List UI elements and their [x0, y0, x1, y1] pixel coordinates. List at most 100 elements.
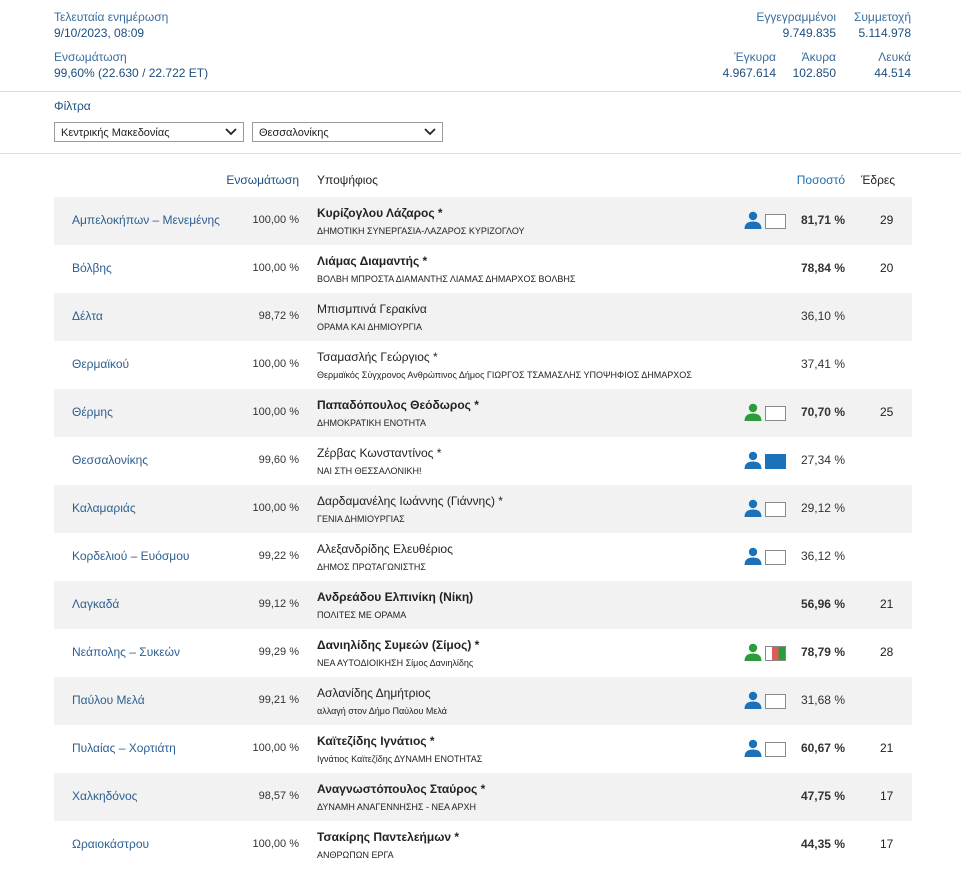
divider	[0, 91, 961, 92]
turnout-value: 5.114.978	[858, 26, 912, 40]
person-body	[744, 557, 762, 565]
party: αλλαγή στον Δήμο Παύλου Μελά	[317, 706, 447, 716]
col-share: Ποσοστό	[796, 173, 845, 187]
table-row: Θερμαϊκού 100,00 % Τσαμασλής Γεώργιος * Θερ…	[54, 341, 912, 389]
seats: 20	[880, 261, 894, 275]
integration: 99,21 %	[258, 694, 299, 706]
party: ΔΗΜΟΚΡΑΤΙΚΗ ΕΝΟΤΗΤΑ	[317, 418, 427, 428]
municipality[interactable]: Πυλαίας – Χορτιάτη	[72, 741, 176, 755]
person-body	[744, 413, 762, 421]
badge	[765, 214, 786, 229]
registered-value: 9.749.835	[782, 26, 836, 40]
flag-green	[778, 647, 785, 660]
badge	[765, 550, 786, 565]
registered-label: Εγγεγραμμένοι	[756, 10, 836, 24]
integration: 99,22 %	[258, 550, 299, 562]
badge	[765, 694, 786, 709]
municipality[interactable]: Νεάπολης – Συκεών	[72, 645, 181, 659]
integration: 99,12 %	[258, 598, 299, 610]
party: ΑΝΘΡΩΠΩΝ ΕΡΓΑ	[317, 850, 394, 860]
person-body	[744, 461, 762, 469]
municipality[interactable]: Χαλκηδόνος	[72, 789, 138, 803]
badge	[765, 454, 786, 469]
integration: 100,00 %	[252, 358, 299, 370]
party: Ιγνάτιος Καϊτεζίδης ΔΥΝΑΜΗ ΕΝΟΤΗΤΑΣ	[317, 754, 483, 764]
blank-value: 44.514	[874, 66, 911, 80]
municipality[interactable]: Θερμαϊκού	[72, 357, 130, 371]
seats: 17	[880, 789, 894, 803]
invalid-value: 102.850	[792, 66, 836, 80]
seats: 25	[880, 405, 894, 419]
party: ΓΕΝΙΑ ΔΗΜΙΟΥΡΓΙΑΣ	[317, 514, 405, 524]
updated-label: Τελευταία ενημέρωση	[54, 10, 169, 24]
municipality[interactable]: Βόλβης	[72, 261, 112, 275]
share: 70,70 %	[800, 405, 845, 419]
table-row: Πυλαίας – Χορτιάτη 100,00 % Καϊτεζίδης Ιγν…	[54, 725, 912, 773]
party: ΒΟΛΒΗ ΜΠΡΟΣΤΑ ΔΙΑΜΑΝΤΗΣ ΛΙΑΜΑΣ ΔΗΜΑΡΧΟΣ …	[317, 274, 576, 284]
status-icons	[744, 691, 786, 709]
status-icons	[744, 499, 786, 517]
status-icons	[744, 211, 786, 229]
badge	[765, 502, 786, 517]
region-select[interactable]: Κεντρικής Μακεδονίας	[54, 122, 244, 142]
share: 29,12 %	[800, 501, 845, 515]
person-head	[748, 547, 758, 557]
table-row: Νεάπολης – Συκεών 99,29 % Δανιηλίδης Συμεώ…	[54, 629, 912, 677]
share: 78,79 %	[800, 645, 845, 659]
municipality[interactable]: Λαγκαδά	[72, 597, 120, 611]
candidate: Δαρδαμανέλης Ιωάννης (Γιάννης) *	[317, 494, 503, 508]
valid-value: 4.967.614	[722, 66, 776, 80]
chevron	[424, 128, 436, 136]
table-row: Αμπελοκήπων – Μενεμένης 100,00 % Κυρίζογλο…	[54, 197, 912, 245]
candidate: Καϊτεζίδης Ιγνάτιος *	[317, 734, 435, 748]
person-head	[748, 499, 758, 509]
municipality[interactable]: Κορδελιού – Ευόσμου	[72, 549, 190, 563]
table-row: Χαλκηδόνος 98,57 % Αναγνωστόπουλος Σταύρος…	[54, 773, 912, 821]
integration: 100,00 %	[252, 502, 299, 514]
municipality[interactable]: Παύλου Μελά	[72, 693, 145, 707]
status-icons	[744, 547, 786, 565]
integration: 99,60 %	[258, 454, 299, 466]
party: ΝΕΑ ΑΥΤΟΔΙΟΙΚΗΣΗ Σίμος Δανιηλίδης	[317, 658, 474, 668]
person-head	[748, 403, 758, 413]
share: 78,84 %	[800, 261, 845, 275]
integration: 100,00 %	[252, 838, 299, 850]
share: 36,10 %	[800, 309, 845, 323]
party: ΔΥΝΑΜΗ ΑΝΑΓΕΝΝΗΣΗΣ - ΝΕΑ ΑΡΧΗ	[317, 802, 476, 812]
integration-value: 99,60% (22.630 / 22.722 ΕΤ)	[54, 66, 209, 80]
seats: 28	[880, 645, 894, 659]
party: ΝΑΙ ΣΤΗ ΘΕΣΣΑΛΟΝΙΚΗ!	[317, 466, 422, 476]
filters-title: Φίλτρα	[54, 99, 91, 113]
person-body	[744, 509, 762, 517]
share: 81,71 %	[800, 213, 845, 227]
municipality[interactable]: Θεσσαλονίκης	[72, 453, 149, 467]
integration: 99,29 %	[258, 646, 299, 658]
col-seats: Έδρες	[861, 173, 896, 187]
valid-label: Έγκυρα	[734, 50, 776, 64]
municipality[interactable]: Δέλτα	[72, 309, 103, 323]
status-icons	[744, 643, 786, 661]
party: ΔΗΜΟΣ ΠΡΩΤΑΓΩΝΙΣΤΗΣ	[317, 562, 426, 572]
unit-select[interactable]: Θεσσαλονίκης	[252, 122, 443, 142]
table-row: Δέλτα 98,72 % Μπισμπινά Γερακίνα ΟΡΑΜΑ ΚΑΙ …	[54, 293, 912, 341]
table-row: Λαγκαδά 99,12 % Ανδρεάδου Ελπινίκη (Νίκη) Π…	[54, 581, 912, 629]
table-row: Κορδελιού – Ευόσμου 99,22 % Αλεξανδρίδης Ε…	[54, 533, 912, 581]
person-head	[748, 211, 758, 221]
col-integration: Ενσωμάτωση	[226, 173, 299, 187]
party: Θερμαϊκός Σύγχρονος Ανθρώπινος Δήμος ΓΙΩ…	[317, 370, 692, 380]
candidate: Ασλανίδης Δημήτριος	[317, 686, 431, 700]
municipality[interactable]: Αμπελοκήπων – Μενεμένης	[72, 213, 220, 227]
candidate: Τσακίρης Παντελεήμων *	[317, 830, 460, 844]
person-head	[748, 643, 758, 653]
blank-label: Λευκά	[878, 50, 911, 64]
table-row: Θέρμης 100,00 % Παπαδόπουλος Θεόδωρος * ΔΗΜ…	[54, 389, 912, 437]
integration-label: Ενσωμάτωση	[54, 50, 127, 64]
candidate: Λιάμας Διαμαντής *	[317, 254, 428, 268]
municipality[interactable]: Θέρμης	[72, 405, 113, 419]
person-body	[744, 749, 762, 757]
municipality[interactable]: Καλαμαριάς	[72, 501, 136, 515]
municipality[interactable]: Ωραιοκάστρου	[72, 837, 150, 851]
share: 36,12 %	[800, 549, 845, 563]
table-row: Θεσσαλονίκης 99,60 % Ζέρβας Κωνσταντίνος *…	[54, 437, 912, 485]
